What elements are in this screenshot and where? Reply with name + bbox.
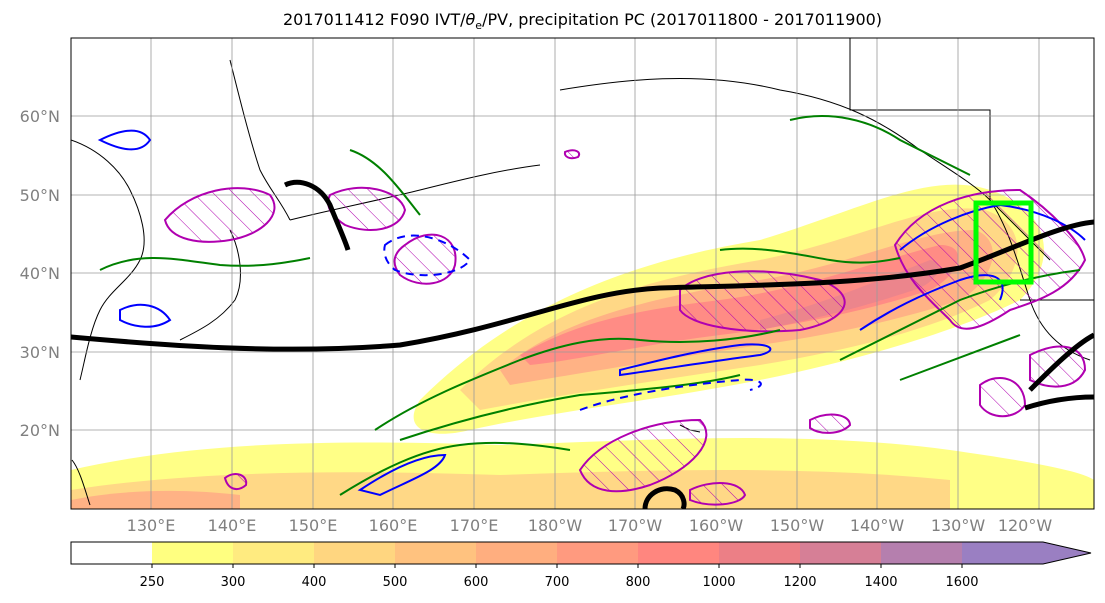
theta-e-band-lower — [399, 374, 741, 441]
theta-e-contours — [99, 115, 1081, 496]
colorbar-segment — [476, 542, 558, 564]
colorbar-extend-arrow — [1043, 542, 1091, 564]
figure-title: 2017011412 F090 IVT/θe/PV, precipitation… — [0, 10, 1105, 32]
colorbar-tick-label: 250 — [139, 575, 165, 590]
coastline-kamchatka — [229, 59, 291, 221]
theta-subscript: e — [475, 19, 483, 33]
theta-e-band-bc — [789, 115, 971, 176]
border-canada-us — [849, 38, 991, 200]
colorbar-tick-label: 1600 — [945, 575, 979, 590]
colorbar-tick-label: 700 — [544, 575, 570, 590]
colorbar-segment — [314, 542, 396, 564]
lon-label-120w: 120°W — [997, 516, 1053, 535]
lat-label-30: 30°N — [19, 343, 60, 362]
jet-axis-tropical — [642, 486, 687, 509]
colorbar-tick-label: 800 — [625, 575, 651, 590]
theta-e-band-kamchatka — [349, 149, 421, 216]
lon-label-140w: 140°W — [849, 516, 905, 535]
lat-label-40: 40°N — [19, 264, 60, 283]
lon-label-180w: 180°W — [527, 516, 583, 535]
colorbar-segment — [800, 542, 882, 564]
pv-band-southwest — [357, 453, 447, 497]
highlight-region-box — [973, 200, 1034, 285]
lon-label-150e: 150°E — [288, 516, 338, 535]
jet-axis-north — [283, 179, 351, 251]
precip-pc-contours — [163, 149, 1087, 506]
pv-band-dashed — [579, 378, 762, 411]
map-content — [71, 38, 1094, 509]
precip-region-hawaii — [809, 413, 852, 434]
pv-band-japan — [119, 303, 172, 328]
colorbar-segment — [719, 542, 801, 564]
pv-band-asia — [97, 129, 152, 151]
jet-axis-offshore — [1024, 394, 1094, 411]
precip-region-southwest — [223, 473, 248, 491]
title-prefix: 2017011412 F090 IVT/ — [282, 10, 466, 29]
colorbar-tick-label: 1200 — [783, 575, 817, 590]
jet-axis-southeast — [1028, 332, 1094, 392]
theta-e-band-east — [839, 269, 1081, 361]
colorbar-segment — [962, 542, 1044, 564]
theta-e-band-asia — [99, 257, 311, 271]
colorbar-segment — [71, 542, 153, 564]
lon-label-130e: 130°E — [126, 516, 176, 535]
lat-label-60: 60°N — [19, 107, 60, 126]
colorbar-segment — [233, 542, 315, 564]
pv-band-aleutian-dashed — [383, 234, 472, 277]
lon-label-160w: 160°W — [688, 516, 744, 535]
precip-region-offshore — [979, 376, 1027, 418]
colorbar-segment — [395, 542, 477, 564]
precip-region-kamchatka — [163, 187, 276, 243]
theta-e-band-north — [719, 247, 901, 264]
precip-region-tropical — [578, 418, 708, 493]
theta-e-band-main — [374, 329, 781, 431]
colorbar-segment — [638, 542, 720, 564]
lon-label-170w: 170°W — [607, 516, 663, 535]
ivt-band-south-600 — [71, 490, 240, 509]
colorbar-segment — [152, 542, 234, 564]
jet-axis-main — [71, 219, 1094, 352]
jet-axis-contours — [71, 179, 1094, 509]
coastline-japan — [179, 229, 241, 341]
colorbar-segment — [881, 542, 963, 564]
colorbar-tick-label: 1400 — [864, 575, 898, 590]
precip-region-north — [563, 149, 581, 160]
colorbar-tick-label: 300 — [220, 575, 246, 590]
colorbar-tick-label: 400 — [301, 575, 327, 590]
precip-region-midpacific — [393, 233, 457, 285]
colorbar-tick-label: 600 — [463, 575, 489, 590]
coastline-aleutians — [289, 164, 541, 221]
colorbar-tick-label: 1000 — [702, 575, 736, 590]
colorbar — [70, 541, 1092, 568]
title-suffix: /PV, precipitation PC (2017011800 - 2017… — [482, 10, 883, 29]
theta-symbol: θ — [465, 10, 476, 29]
coastline-philippines — [71, 459, 91, 506]
theta-e-band-east-lower — [899, 334, 1021, 381]
precip-region-tropical-east — [689, 482, 747, 506]
colorbar-outline — [70, 541, 1092, 565]
lat-label-50: 50°N — [19, 186, 60, 205]
lat-label-20: 20°N — [19, 421, 60, 440]
colorbar-segment — [557, 542, 639, 564]
lon-label-150w: 150°W — [769, 516, 825, 535]
precip-region-northeast — [893, 188, 1087, 330]
colorbar-tick-label: 500 — [382, 575, 408, 590]
lon-label-130w: 130°W — [930, 516, 986, 535]
lon-label-170e: 170°E — [449, 516, 499, 535]
lon-label-140e: 140°E — [207, 516, 257, 535]
theta-e-band-southwest — [339, 441, 571, 496]
lon-label-160e: 160°E — [368, 516, 418, 535]
map-frame — [70, 37, 1095, 510]
pv-band-dateline — [619, 343, 772, 377]
coastline-asia — [71, 139, 145, 381]
